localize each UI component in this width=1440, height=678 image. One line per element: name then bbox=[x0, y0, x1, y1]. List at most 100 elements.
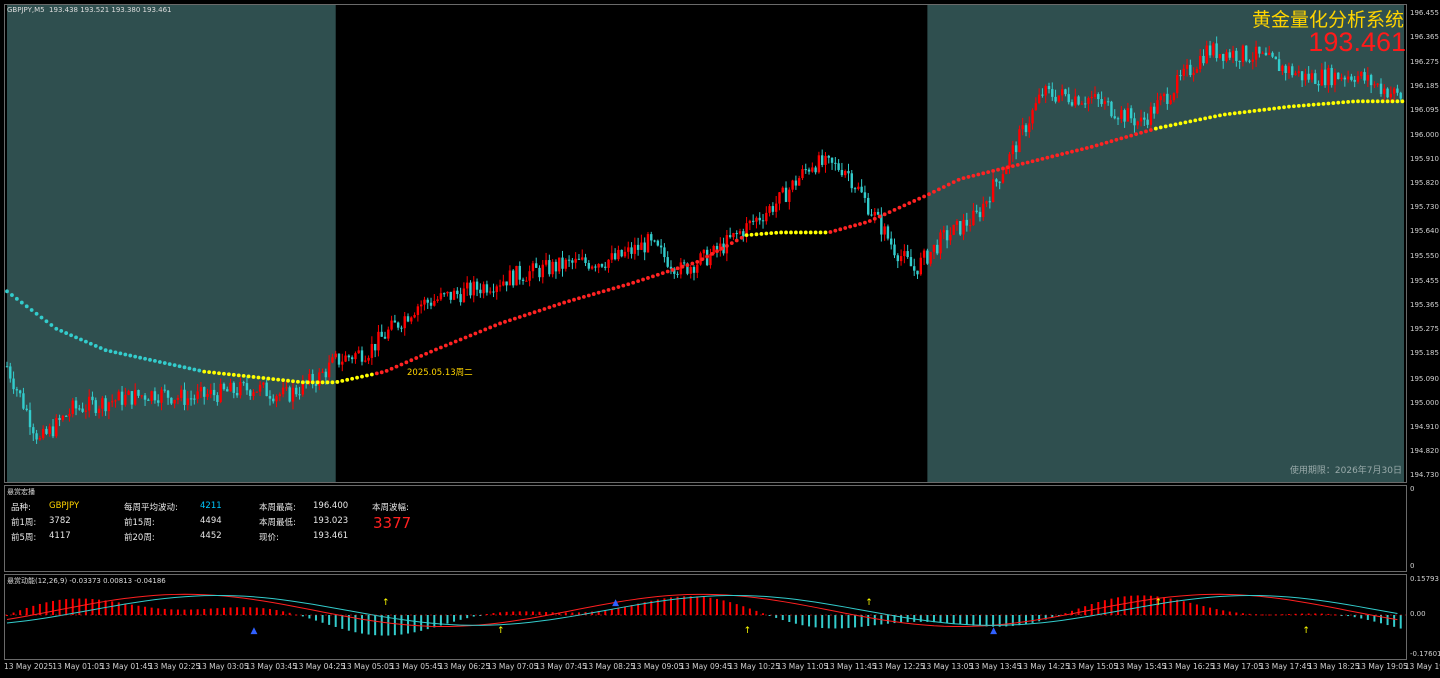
candle-body bbox=[1182, 68, 1185, 76]
candle-body bbox=[226, 389, 229, 392]
price-tick-label: 195.185 bbox=[1410, 349, 1439, 358]
ma-dot bbox=[729, 241, 734, 246]
ma-dot bbox=[1227, 112, 1232, 116]
histogram-bar bbox=[183, 609, 186, 615]
histogram-bar bbox=[900, 615, 903, 623]
ma-dot bbox=[1237, 110, 1242, 115]
candle-body bbox=[1037, 94, 1041, 104]
candle-body bbox=[1018, 129, 1021, 153]
candle-body bbox=[265, 382, 268, 397]
ma-dot bbox=[877, 214, 882, 219]
candle-body bbox=[604, 266, 607, 268]
candle-body bbox=[1343, 77, 1347, 80]
ma-dot bbox=[256, 375, 261, 380]
ma-dot bbox=[616, 285, 621, 289]
candle-body bbox=[942, 230, 946, 233]
candle-body bbox=[370, 343, 374, 358]
ma-dot bbox=[1291, 104, 1296, 109]
ma-dot bbox=[1099, 142, 1104, 146]
candle-body bbox=[968, 225, 972, 227]
candle-body bbox=[410, 317, 413, 322]
ohlc-values: 193.438 193.521 193.380 193.461 bbox=[49, 6, 172, 14]
price-tick-label: 195.820 bbox=[1410, 179, 1439, 188]
candle-body bbox=[1074, 96, 1077, 106]
time-tick-label: 13 May 11:45 bbox=[825, 662, 877, 671]
candle-body bbox=[1001, 174, 1005, 183]
candle-body bbox=[91, 396, 94, 401]
histogram-bar bbox=[709, 597, 712, 615]
candle-body bbox=[630, 247, 633, 254]
price-tick-label: 195.910 bbox=[1410, 155, 1439, 164]
price-tick-label: 196.455 bbox=[1410, 9, 1439, 18]
time-tick-label: 13 May 09:45 bbox=[680, 662, 732, 671]
candle-body bbox=[452, 290, 456, 300]
histogram-bar bbox=[1084, 606, 1087, 615]
candle-body bbox=[1369, 75, 1373, 86]
ma-dot bbox=[148, 357, 152, 362]
ma-dot bbox=[88, 341, 93, 346]
ma-dot bbox=[1084, 146, 1089, 150]
histogram-bar bbox=[255, 607, 258, 615]
candle-body bbox=[929, 251, 932, 264]
chart-symbol-label: GBPJPY,M5 193.438 193.521 193.380 193.46… bbox=[7, 6, 172, 14]
ma-dot bbox=[345, 377, 350, 382]
candle-body bbox=[1077, 96, 1080, 105]
ma-dot bbox=[591, 292, 596, 296]
candle-body bbox=[617, 249, 620, 260]
price-tick-label: 194.730 bbox=[1410, 470, 1439, 479]
candle-body bbox=[396, 322, 400, 328]
ma-dot bbox=[734, 238, 739, 243]
candle-body bbox=[840, 169, 844, 176]
candle-body bbox=[1389, 93, 1393, 98]
histogram-bar bbox=[827, 615, 830, 629]
histogram-bar bbox=[716, 598, 719, 615]
candle-body bbox=[393, 320, 397, 323]
candle-body bbox=[1241, 45, 1245, 62]
candle-body bbox=[1222, 54, 1225, 61]
histogram-bar bbox=[1360, 615, 1363, 619]
candle-body bbox=[12, 378, 15, 390]
candle-body bbox=[761, 220, 765, 222]
time-tick-label: 13 May 12:25 bbox=[873, 662, 925, 671]
histogram-bar bbox=[1241, 613, 1244, 615]
candle-body bbox=[275, 396, 278, 402]
histogram-bar bbox=[775, 615, 778, 618]
ma-dot bbox=[231, 372, 236, 377]
histogram-bar bbox=[1018, 615, 1021, 626]
candle-body bbox=[774, 203, 778, 212]
symbol-timeframe: GBPJPY,M5 bbox=[7, 6, 45, 14]
ma-dot bbox=[739, 235, 744, 240]
ma-dot bbox=[399, 362, 404, 367]
candle-body bbox=[1366, 75, 1370, 81]
ma-dot bbox=[902, 203, 907, 208]
histogram-bar bbox=[722, 600, 725, 615]
candle-body bbox=[932, 244, 936, 252]
price-tick-label: 194.820 bbox=[1410, 446, 1439, 455]
candle-body bbox=[153, 391, 157, 401]
candle-body bbox=[755, 217, 758, 222]
ma-dot bbox=[922, 194, 926, 199]
ma-dot bbox=[424, 351, 428, 356]
ma-dot bbox=[917, 196, 922, 201]
histogram-bar bbox=[301, 615, 304, 617]
histogram-bar bbox=[361, 615, 364, 634]
candle-body bbox=[544, 260, 548, 265]
histogram-bar bbox=[499, 612, 502, 615]
ma-dot bbox=[5, 289, 9, 294]
histogram-bar bbox=[203, 608, 206, 615]
candle-body bbox=[160, 389, 163, 403]
ma-dot bbox=[246, 374, 251, 379]
candle-body bbox=[1258, 46, 1261, 54]
candle-body bbox=[768, 206, 771, 213]
candle-body bbox=[995, 179, 998, 182]
oscillator-panel[interactable]: ▲ ↑ ↑ ▲ ↑ ↑ ▲ ↑ ↑ 悬赏动能(12,26,9) -0.03373 0.00813… bbox=[4, 574, 1407, 660]
histogram-bar bbox=[1169, 598, 1172, 615]
candle-body bbox=[1034, 103, 1038, 111]
candle-body bbox=[804, 169, 807, 171]
ma-dot bbox=[941, 185, 946, 189]
histogram-bar bbox=[525, 611, 528, 615]
candle-body bbox=[801, 169, 804, 179]
price-chart-panel[interactable]: GBPJPY,M5 193.438 193.521 193.380 193.46… bbox=[4, 4, 1407, 483]
histogram-bar bbox=[1182, 601, 1185, 615]
ma-dot bbox=[690, 261, 695, 266]
